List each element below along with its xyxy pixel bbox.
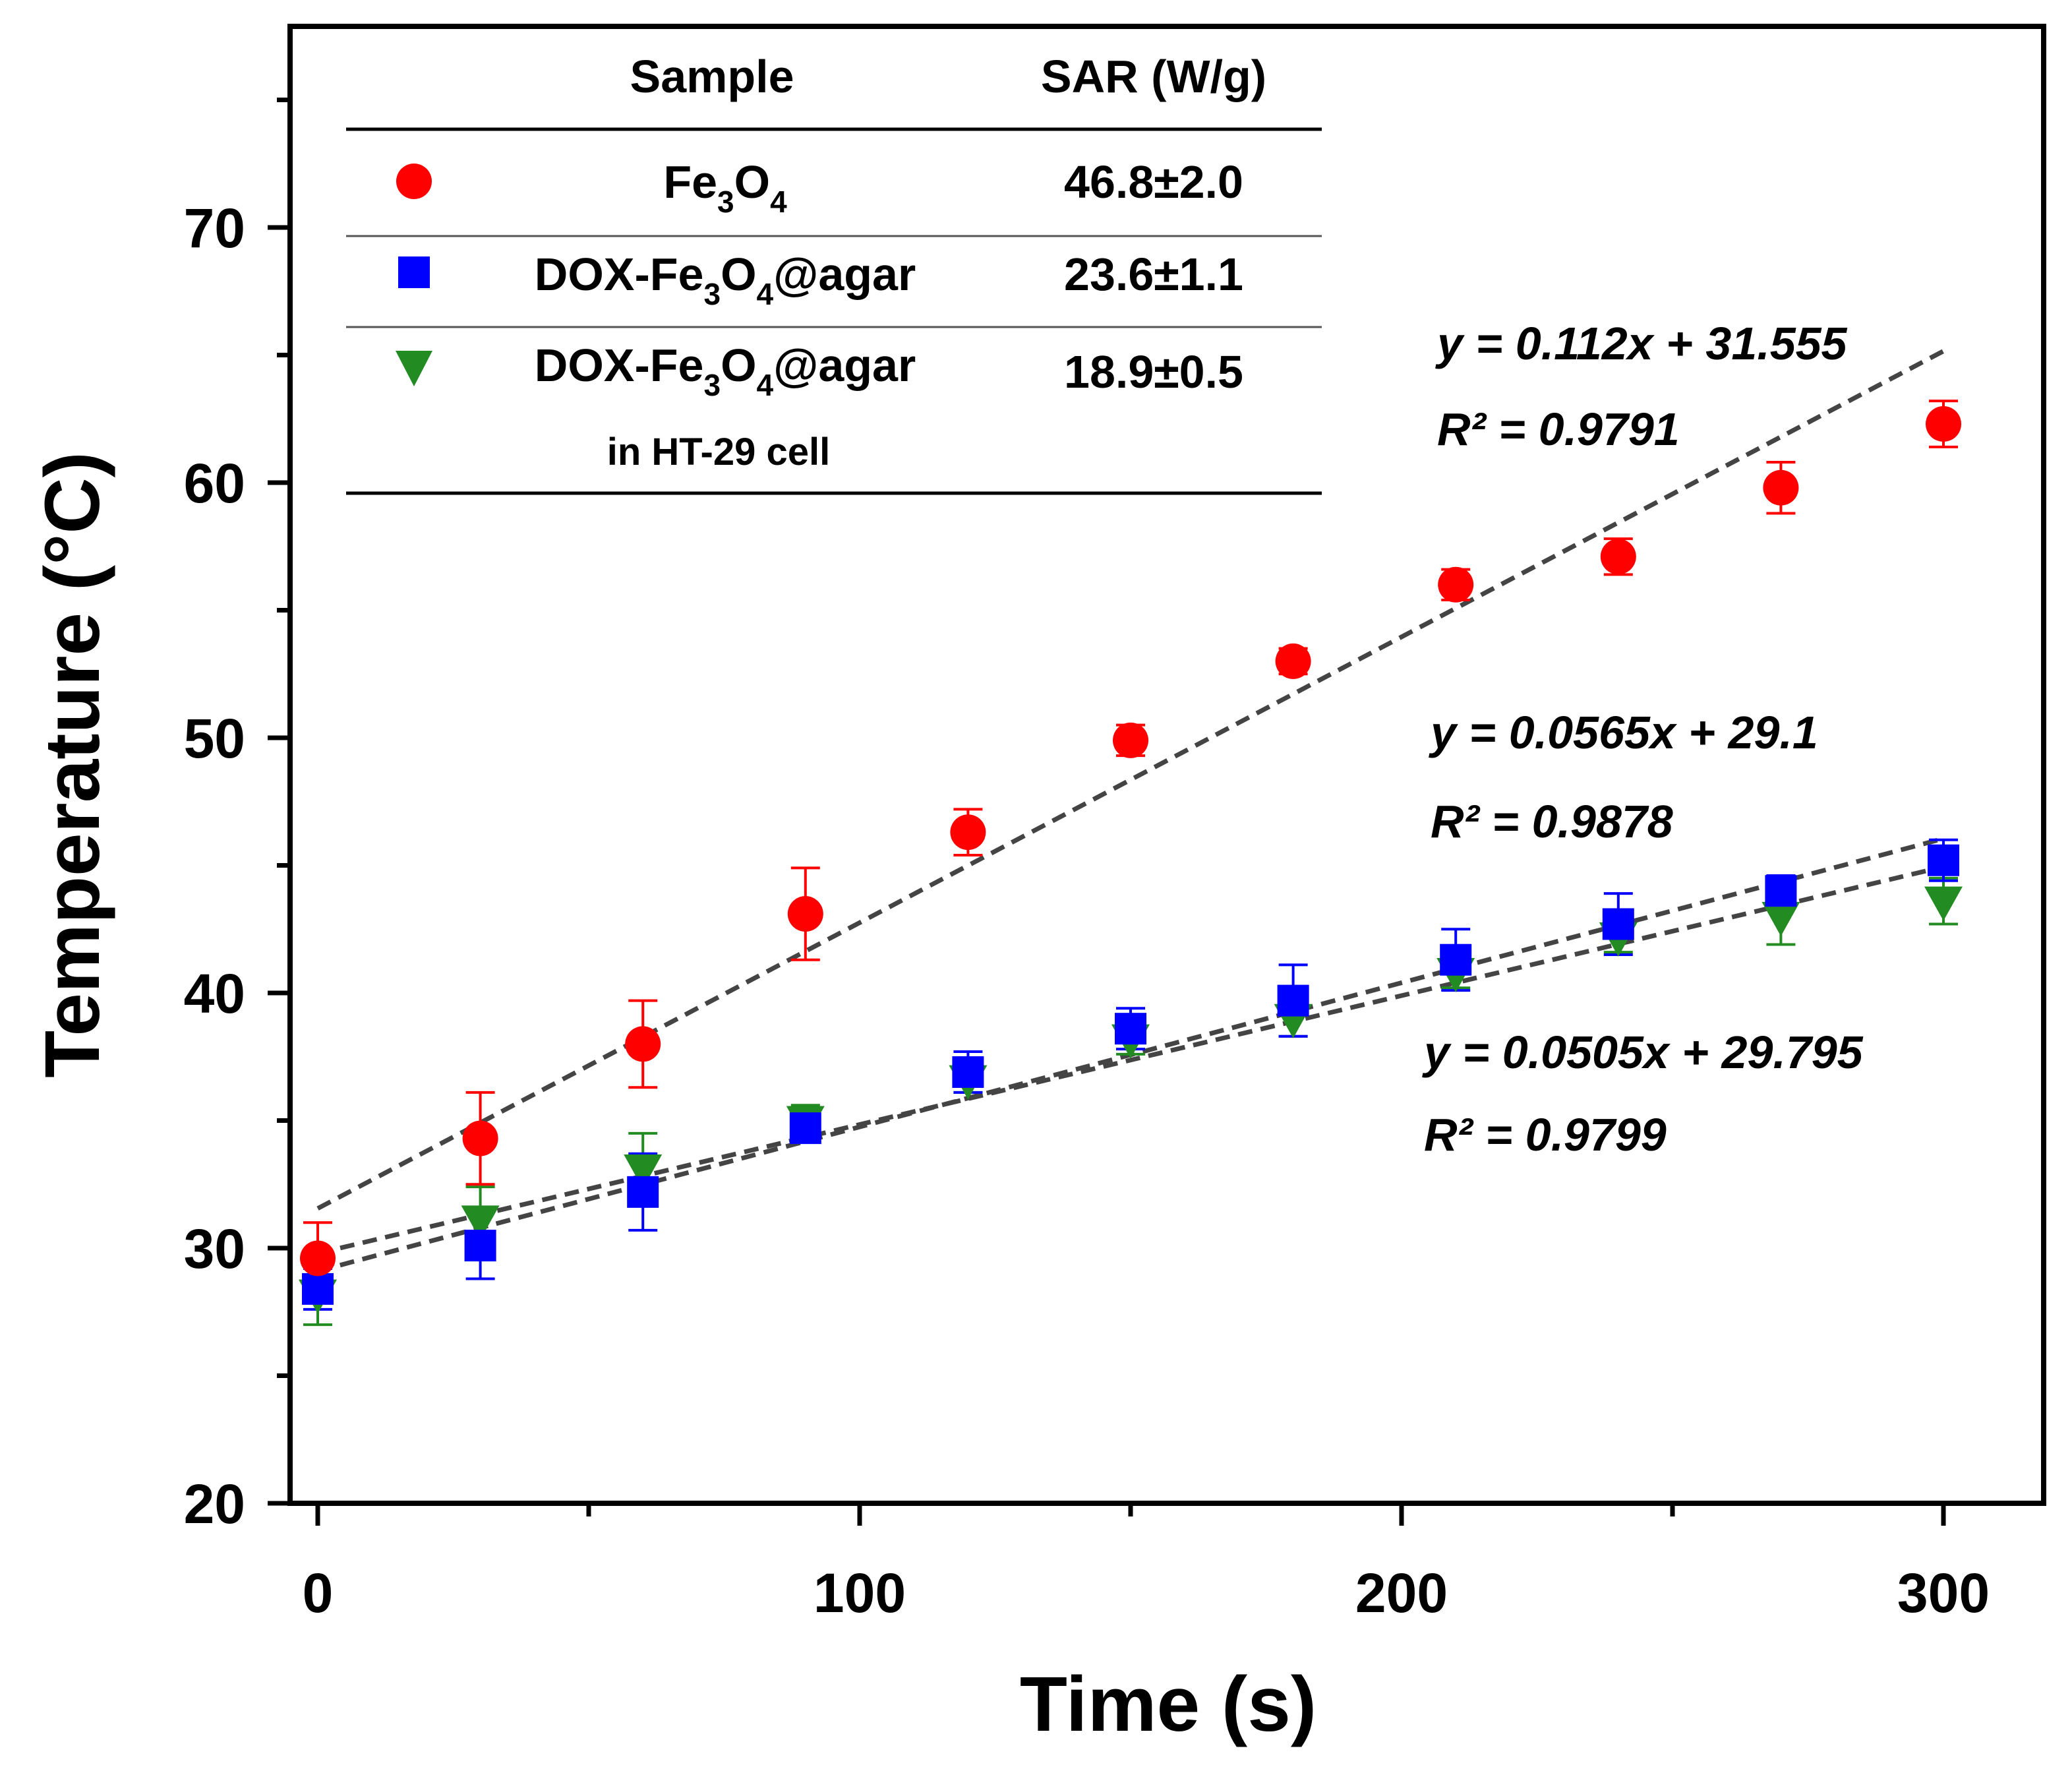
fit-annotations: y = 0.112x + 31.555 R² = 0.9791 y = 0.05…: [1422, 318, 1864, 1160]
legend-header-sar: SAR (W/g): [1041, 51, 1266, 102]
y-tick-labels: 20 30 40 50 60 70: [184, 197, 245, 1535]
data-point-fe3o4: [1763, 469, 1799, 506]
legend: Sample SAR (W/g) Fe3O4 46.8±2.0 DOX-Fe3O…: [346, 51, 1322, 495]
fit-line-cell: [317, 864, 1944, 1256]
data-point-dox: [1602, 908, 1634, 940]
data-markers: [299, 405, 1963, 1314]
data-point-cell: [461, 1205, 500, 1240]
y-axis-label: Temperature (°C): [29, 452, 116, 1078]
fit-equation-fe3o4: y = 0.112x + 31.555: [1435, 318, 1848, 369]
fit-equation-cell: y = 0.0505x + 29.795: [1422, 1027, 1864, 1078]
data-point-fe3o4: [625, 1026, 661, 1062]
plot-frame: [287, 24, 2046, 1506]
data-point-fe3o4: [300, 1240, 336, 1276]
data-point-dox: [302, 1273, 334, 1305]
data-point-dox: [1928, 844, 1959, 876]
data-point-fe3o4: [1926, 405, 1961, 442]
fit-r2-cell: R² = 0.9799: [1424, 1109, 1667, 1160]
y-tick-label: 30: [184, 1218, 245, 1280]
fit-r2-dox: R² = 0.9878: [1431, 796, 1673, 847]
data-point-dox: [952, 1056, 984, 1088]
legend-sar-value: 46.8±2.0: [1064, 156, 1243, 208]
legend-marker-square: [398, 256, 430, 288]
data-point-fe3o4: [1438, 566, 1474, 603]
legend-marker-circle: [396, 164, 432, 199]
legend-sample-label: DOX-Fe3O4@agar: [535, 249, 916, 311]
y-tick-label: 40: [184, 963, 245, 1025]
data-point-dox: [1440, 944, 1472, 976]
data-point-fe3o4: [787, 896, 823, 932]
data-point-dox: [1765, 875, 1797, 907]
legend-header-sample: Sample: [630, 51, 794, 102]
legend-marker-triangle: [396, 351, 432, 386]
data-point-dox: [627, 1176, 659, 1208]
x-tick-label: 300: [1897, 1562, 1990, 1624]
data-point-cell: [1924, 886, 1963, 921]
data-point-fe3o4: [1113, 722, 1148, 758]
data-point-fe3o4: [1600, 539, 1636, 575]
data-point-dox: [789, 1112, 821, 1145]
x-tick-labels: 0 100 200 300: [303, 1562, 1990, 1624]
data-point-fe3o4: [950, 814, 986, 851]
y-tick-label: 50: [184, 707, 245, 769]
axis-ticks: [268, 98, 1946, 1526]
data-point-dox: [1115, 1013, 1146, 1045]
y-tick-label: 70: [184, 197, 245, 259]
y-tick-label: 20: [184, 1473, 245, 1535]
x-tick-label: 0: [303, 1562, 334, 1624]
fit-r2-fe3o4: R² = 0.9791: [1437, 404, 1680, 455]
legend-sar-value: 18.9±0.5: [1064, 346, 1243, 398]
y-tick-label: 60: [184, 452, 245, 514]
fit-equation-dox: y = 0.0565x + 29.1: [1429, 707, 1818, 758]
fit-line-fe3o4: [316, 349, 1945, 1211]
x-axis-label: Time (s): [1020, 1661, 1317, 1748]
x-tick-label: 200: [1355, 1562, 1448, 1624]
data-point-dox: [1277, 984, 1309, 1017]
x-tick-label: 100: [814, 1562, 906, 1624]
legend-sar-value: 23.6±1.1: [1064, 249, 1243, 300]
legend-sample-label: DOX-Fe3O4@agar: [535, 340, 916, 402]
data-point-cell: [624, 1154, 663, 1189]
legend-sample-label: Fe3O4: [663, 156, 787, 219]
data-point-fe3o4: [1275, 643, 1311, 679]
fit-lines: [316, 349, 1945, 1274]
data-point-dox: [464, 1230, 496, 1262]
legend-sample-label-line2: in HT-29 cell: [607, 431, 830, 473]
data-point-cell: [1761, 901, 1800, 936]
error-bars: [303, 400, 1958, 1327]
data-point-fe3o4: [462, 1120, 498, 1156]
